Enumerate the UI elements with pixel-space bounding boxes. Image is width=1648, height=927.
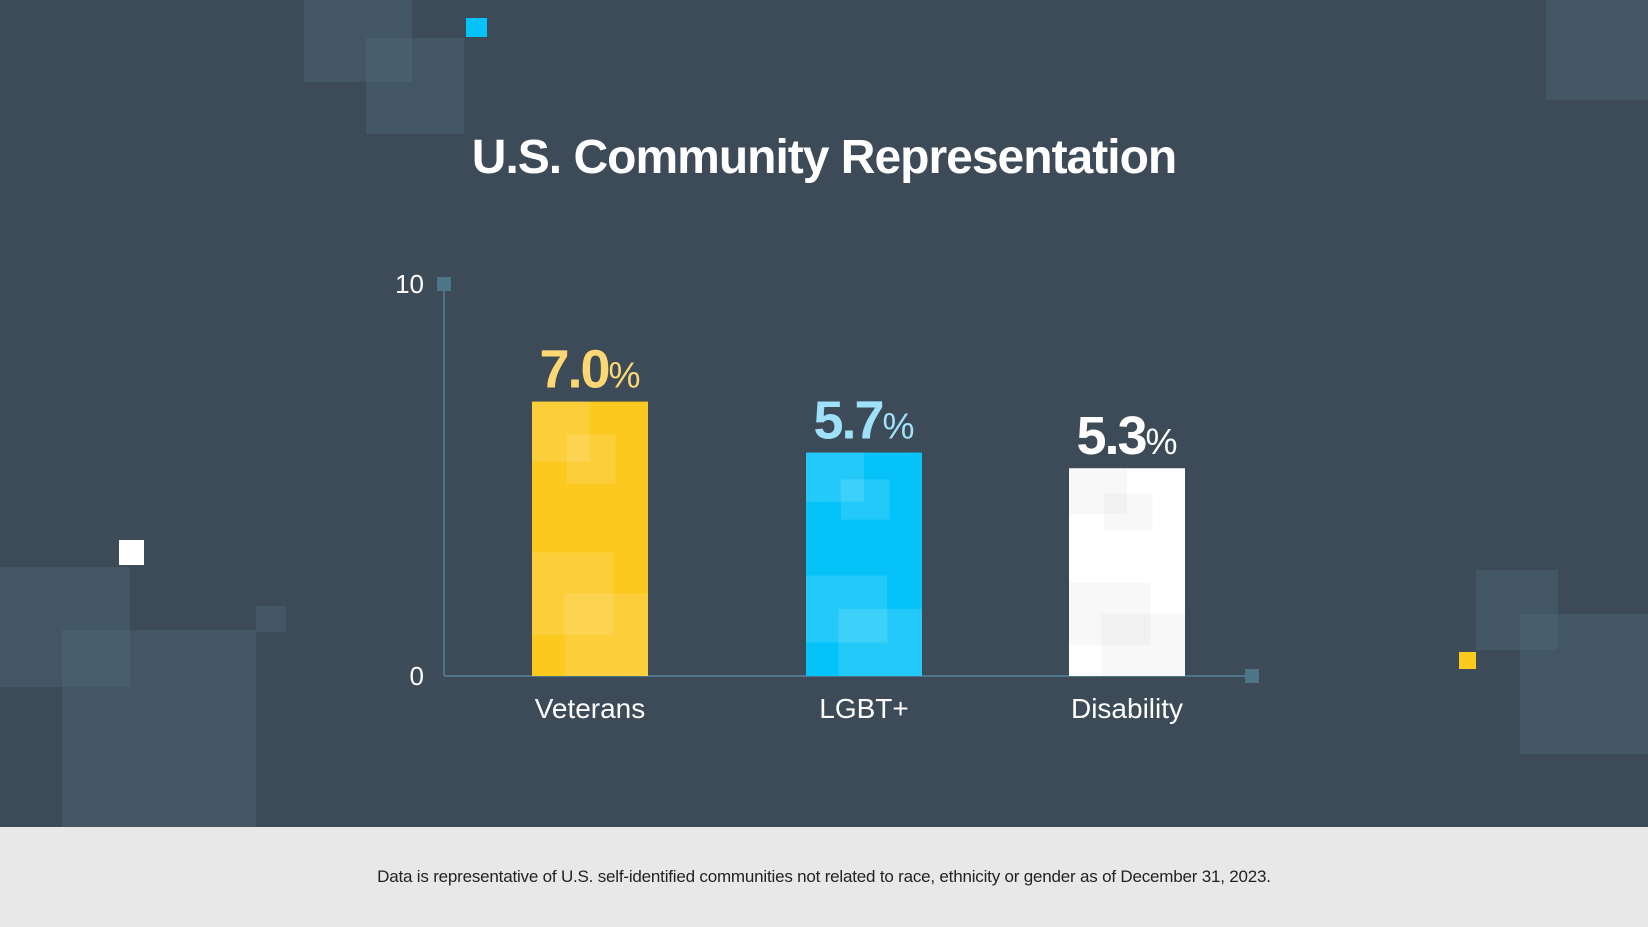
bar-chart: 0 10 Veterans 7.0% LGBT+ 5.7% Disability 5.3% bbox=[0, 0, 1648, 827]
category-label: Veterans bbox=[535, 693, 646, 724]
category-label: Disability bbox=[1071, 693, 1183, 724]
y-axis-end-marker bbox=[437, 277, 451, 291]
bar-texture-tile bbox=[838, 609, 922, 676]
y-tick-label: 10 bbox=[395, 269, 424, 299]
footnote: Data is representative of U.S. self-iden… bbox=[377, 867, 1271, 887]
bar-texture-tile bbox=[564, 594, 648, 676]
data-label: 7.0% bbox=[539, 340, 640, 400]
bar-texture-tile bbox=[567, 435, 616, 484]
category-label: LGBT+ bbox=[819, 693, 908, 724]
y-tick-label: 0 bbox=[410, 661, 424, 691]
chart-background: U.S. Community Representation 0 10 Vetera… bbox=[0, 0, 1648, 827]
data-label: 5.3% bbox=[1076, 406, 1177, 466]
footer: Data is representative of U.S. self-iden… bbox=[0, 827, 1648, 927]
x-axis-end-marker bbox=[1245, 669, 1259, 683]
bar-texture-tile bbox=[1101, 614, 1185, 676]
bar-texture-tile bbox=[1104, 493, 1153, 530]
bar-texture-tile bbox=[841, 479, 890, 519]
data-label: 5.7% bbox=[813, 391, 914, 451]
